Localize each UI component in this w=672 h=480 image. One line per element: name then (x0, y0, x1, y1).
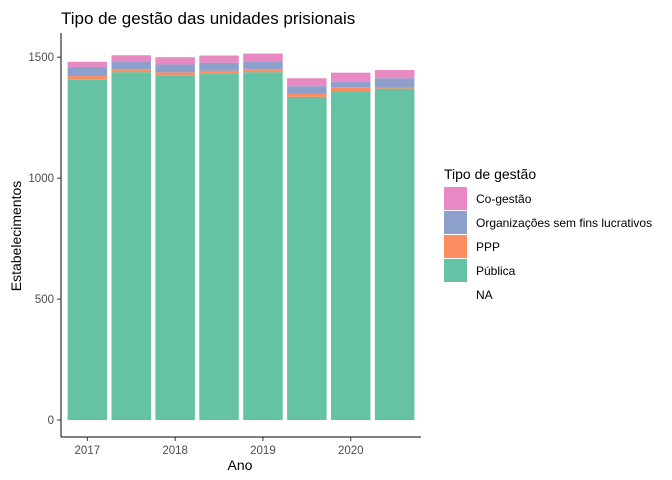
bar-segment-ppp (374, 86, 415, 89)
bar-segment-publica (155, 75, 195, 421)
legend-label-co-gestao: Co-gestão (476, 192, 532, 206)
y-axis-title: Estabelecimentos (8, 181, 24, 292)
chart-title: Tipo de gestão das unidades prisionais (61, 9, 355, 28)
bar-segment-co-gestao (67, 61, 108, 67)
bar-segment-organizacoes-sem-fins-lucrativos (374, 78, 415, 87)
x-tick-label: 2020 (338, 445, 364, 457)
legend-key-co-gestao (444, 187, 467, 210)
bar-segment-organizacoes-sem-fins-lucrativos (287, 86, 327, 94)
bar-segment-publica (243, 72, 283, 421)
legend-key-na (444, 283, 467, 306)
legend-label-na: NA (476, 288, 493, 302)
bar-segment-ppp (243, 69, 283, 73)
bar-segment-organizacoes-sem-fins-lucrativos (199, 62, 239, 71)
bar-segment-ppp (331, 87, 371, 92)
y-tick-label: 0 (48, 415, 54, 427)
legend-key-publica (444, 259, 467, 282)
legend-key-organizacoes-sem-fins-lucrativos (444, 211, 467, 234)
bar-segment-publica (287, 96, 327, 421)
legend-title: Tipo de gestão (444, 166, 536, 182)
legend: Tipo de gestão Co-gestão Organizações sem… (444, 166, 652, 306)
bar-segment-organizacoes-sem-fins-lucrativos (67, 66, 108, 77)
legend-key-ppp (444, 235, 467, 258)
bar-segment-ppp (287, 93, 327, 97)
x-tick-label: 2018 (162, 445, 188, 457)
y-tick-label: 500 (35, 294, 54, 306)
bar-segment-ppp (67, 76, 108, 80)
legend-label-publica: Pública (476, 264, 516, 278)
bar-segment-co-gestao (111, 55, 151, 63)
bar-segment-publica (199, 73, 239, 421)
bar-segment-co-gestao (374, 70, 415, 79)
bar-segment-organizacoes-sem-fins-lucrativos (331, 81, 371, 88)
legend-label-ppp: PPP (476, 240, 500, 254)
bar-segment-co-gestao (199, 55, 239, 63)
bar-segment-ppp (111, 69, 151, 73)
bar-segment-co-gestao (243, 53, 283, 62)
y-tick-label: 1500 (28, 52, 54, 64)
bar-segment-co-gestao (155, 57, 195, 65)
bar-segment-organizacoes-sem-fins-lucrativos (155, 64, 195, 73)
y-axis-ticks: 0 500 1000 1500 (28, 52, 61, 427)
bar-segment-co-gestao (331, 72, 371, 82)
bar-segment-organizacoes-sem-fins-lucrativos (243, 61, 283, 70)
legend-label-organizacoes-sem-fins-lucrativos: Organizações sem fins lucrativos (476, 216, 652, 230)
bar-segment-publica (67, 79, 108, 421)
bar-segment-ppp (199, 70, 239, 74)
bar-segment-ppp (155, 72, 195, 76)
bar-segment-co-gestao (287, 78, 327, 87)
bar-segment-publica (374, 88, 415, 421)
x-tick-label: 2017 (75, 445, 101, 457)
x-axis-title: Ano (228, 457, 253, 473)
bar-segment-publica (331, 91, 371, 421)
bar-segment-publica (111, 72, 151, 421)
y-tick-label: 1000 (28, 173, 54, 185)
bar-segment-organizacoes-sem-fins-lucrativos (111, 62, 151, 70)
bars-group (67, 53, 415, 421)
x-axis-ticks: 2017 2018 2019 2020 (75, 437, 364, 457)
x-tick-label: 2019 (250, 445, 276, 457)
